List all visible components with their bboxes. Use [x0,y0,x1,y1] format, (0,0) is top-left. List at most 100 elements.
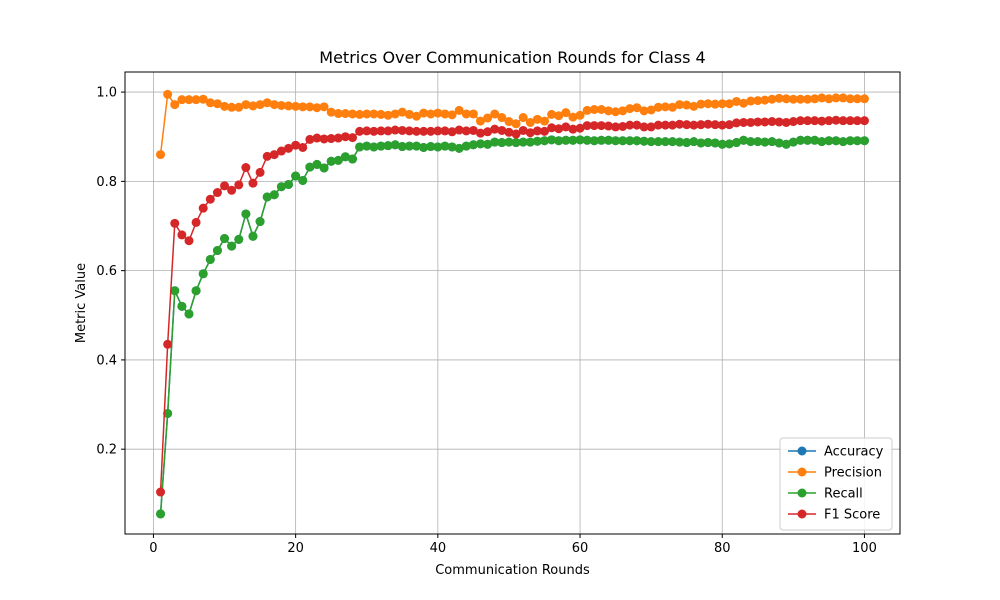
data-point-precision [760,95,770,105]
data-point-recall [760,137,770,147]
data-point-precision [497,113,507,123]
data-point-recall [284,179,294,189]
data-point-recall [241,209,251,219]
data-point-f1-score [703,119,713,129]
data-point-f1-score [575,123,585,133]
data-point-recall [504,137,514,147]
data-point-f1-score [291,140,301,150]
data-point-precision [170,100,180,110]
data-point-recall [483,139,493,149]
data-point-precision [383,110,393,120]
data-point-precision [554,111,564,121]
data-point-precision [703,99,713,109]
legend-marker-precision [797,467,807,477]
data-point-recall [326,156,336,166]
data-point-recall [525,137,535,147]
data-point-recall [212,246,222,256]
data-point-recall [675,137,685,147]
data-point-recall [667,137,677,147]
data-point-f1-score [490,124,500,134]
data-point-f1-score [717,120,727,130]
data-point-recall [511,138,521,148]
data-point-f1-score [412,126,422,136]
data-point-recall [390,140,400,150]
data-point-f1-score [781,117,791,127]
data-point-precision [810,94,820,104]
data-point-f1-score [724,120,734,130]
data-point-f1-score [362,126,372,136]
data-point-f1-score [369,126,379,136]
data-point-f1-score [660,120,670,130]
data-point-precision [468,109,478,119]
data-point-f1-score [859,116,869,126]
legend-label-f1-score: F1 Score [824,508,880,523]
data-point-recall [170,286,180,296]
legend-label-accuracy: Accuracy [824,445,884,460]
data-point-precision [781,94,791,104]
data-point-recall [305,162,315,172]
data-point-recall [412,141,422,151]
data-point-f1-score [447,127,457,137]
data-point-recall [333,155,343,165]
data-point-recall [234,234,244,244]
x-tick-label: 80 [714,541,731,556]
data-point-recall [177,301,187,311]
legend-item-f1-score: F1 Score [788,508,880,523]
data-point-recall [618,136,628,146]
data-point-f1-score [319,134,329,144]
data-point-precision [568,112,578,122]
legend-marker-accuracy [797,446,807,456]
data-point-precision [582,105,592,115]
data-point-recall [255,217,265,227]
data-point-recall [227,241,237,251]
data-point-precision [262,98,272,108]
data-point-f1-score [390,125,400,135]
data-point-f1-score [305,134,315,144]
data-point-recall [625,136,635,146]
data-point-precision [440,109,450,119]
data-point-recall [312,159,322,169]
data-point-recall [440,141,450,151]
data-point-recall [319,163,329,173]
data-point-recall [419,142,429,152]
x-tick-label: 0 [149,541,157,556]
data-point-f1-score [376,126,386,136]
data-point-f1-score [433,126,443,136]
data-point-precision [348,109,358,119]
x-tick-label: 20 [287,541,304,556]
data-point-recall [476,139,485,149]
data-point-precision [305,102,315,112]
data-point-f1-score [774,117,784,127]
data-point-f1-score [497,125,507,135]
data-point-recall [689,137,699,147]
data-point-recall [547,135,557,145]
data-point-f1-score [653,120,663,130]
data-point-recall [248,231,258,241]
data-point-f1-score [739,117,749,127]
data-point-recall [810,135,820,145]
data-point-f1-score [454,125,464,135]
data-point-precision [511,119,521,129]
data-point-recall [717,139,727,149]
data-point-precision [447,110,457,120]
data-point-precision [198,94,208,104]
data-point-precision [390,109,400,119]
data-point-f1-score [675,119,685,129]
data-point-recall [276,182,286,192]
data-point-precision [788,94,798,104]
data-point-f1-score [803,116,813,126]
data-point-f1-score [383,126,393,136]
data-point-precision [596,105,606,114]
data-point-precision [639,106,649,116]
data-point-precision [547,109,557,119]
data-point-precision [625,104,635,114]
data-point-f1-score [397,125,407,135]
data-point-precision [177,95,187,105]
chart-title: Metrics Over Communication Rounds for Cl… [319,48,705,67]
data-point-precision [724,99,734,109]
legend-label-recall: Recall [824,487,863,502]
data-point-precision [234,102,244,112]
data-point-recall [156,509,166,519]
data-point-recall [468,140,478,150]
data-point-precision [298,102,308,112]
